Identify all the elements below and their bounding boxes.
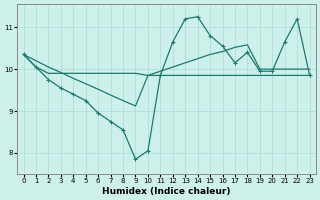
X-axis label: Humidex (Indice chaleur): Humidex (Indice chaleur)	[102, 187, 231, 196]
